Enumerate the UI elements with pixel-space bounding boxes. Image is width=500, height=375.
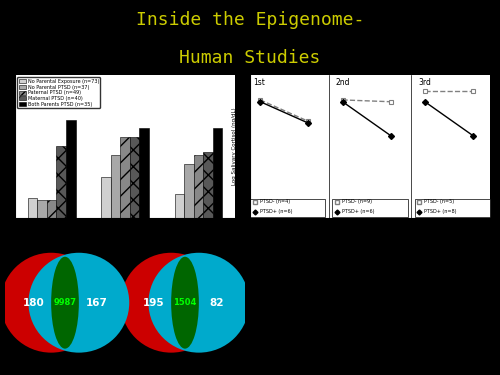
Text: 82: 82 <box>209 298 224 308</box>
Legend: No Parental Exposure (n=73), No Parental PTSD (n=37), Paternal PTSD (n=49), Mate: No Parental Exposure (n=73), No Parental… <box>18 77 100 108</box>
Ellipse shape <box>0 253 102 352</box>
Text: 2nd: 2nd <box>336 78 350 87</box>
Bar <box>194 155 203 218</box>
Ellipse shape <box>148 253 250 352</box>
Bar <box>203 152 212 217</box>
Text: PTSD- (n=9): PTSD- (n=9) <box>342 199 372 204</box>
Bar <box>414 199 490 217</box>
Ellipse shape <box>120 253 222 352</box>
Text: 167: 167 <box>86 298 108 308</box>
Bar <box>120 137 130 218</box>
Text: Human Studies: Human Studies <box>180 49 320 67</box>
Text: Methylated Genes: Methylated Genes <box>146 238 224 248</box>
Text: 195: 195 <box>142 298 165 308</box>
Ellipse shape <box>28 253 130 352</box>
Ellipse shape <box>51 257 79 349</box>
Text: PTSD- (n=5): PTSD- (n=5) <box>424 199 454 204</box>
Bar <box>28 198 38 217</box>
Bar <box>212 128 222 217</box>
Bar <box>66 120 76 218</box>
Text: PTSD- (n=4): PTSD- (n=4) <box>260 199 290 204</box>
Bar <box>130 137 140 218</box>
Bar <box>332 199 407 217</box>
Bar <box>250 199 326 217</box>
Y-axis label: Log Salivary Cortisol (ng/dL): Log Salivary Cortisol (ng/dL) <box>232 107 237 185</box>
Text: 1st: 1st <box>254 78 266 87</box>
Ellipse shape <box>171 257 199 349</box>
Text: Inside the Epigenome-: Inside the Epigenome- <box>136 11 364 29</box>
Text: -Methylation status of the human NR3C1 gene: -Methylation status of the human NR3C1 g… <box>255 244 450 253</box>
Text: 180: 180 <box>22 298 44 308</box>
Text: PTSD-Unaffected: PTSD-Unaffected <box>50 361 108 367</box>
Text: PTSD-Unaffected: PTSD-Unaffected <box>170 361 228 367</box>
Bar <box>174 194 184 217</box>
Bar <box>56 146 66 218</box>
Bar <box>38 200 47 217</box>
Text: 9987: 9987 <box>54 298 76 307</box>
Bar <box>140 128 149 217</box>
Text: 1504: 1504 <box>174 298 197 307</box>
Text: PTSD+ (n=6): PTSD+ (n=6) <box>342 209 374 214</box>
Bar <box>110 155 120 218</box>
Bar <box>47 200 56 217</box>
Text: Unmethylated Genes: Unmethylated Genes <box>20 238 110 248</box>
Bar <box>184 164 194 218</box>
Text: PTSD+ (n=6): PTSD+ (n=6) <box>260 209 292 214</box>
Text: PTSD-Affected: PTSD-Affected <box>146 361 196 367</box>
Text: 3rd: 3rd <box>418 78 431 87</box>
Text: in newborns to Depressed Mothers: in newborns to Depressed Mothers <box>255 274 402 283</box>
Text: PTSD+ (n=8): PTSD+ (n=8) <box>424 209 456 214</box>
Bar <box>101 177 110 218</box>
Text: PTSD-Affected: PTSD-Affected <box>26 361 76 367</box>
